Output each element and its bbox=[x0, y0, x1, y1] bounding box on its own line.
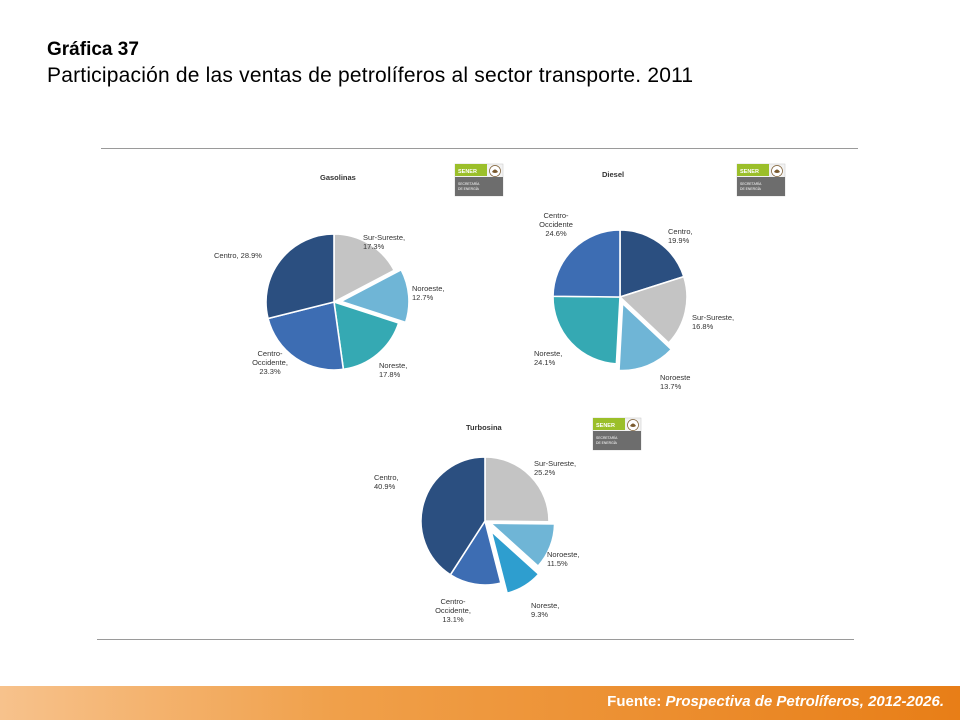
logo-brand: SENER bbox=[740, 169, 759, 175]
slice-diesel-noreste bbox=[552, 295, 621, 365]
label-turbosina-sur-sureste: Sur-Sureste, 25.2% bbox=[534, 459, 576, 477]
pie-chart-diesel: Diesel Centro, 19.9% Sur-Sureste, 16.8% Noroe… bbox=[534, 170, 734, 391]
slice-gasolinas-centro bbox=[265, 233, 335, 320]
logo-green-band bbox=[737, 164, 769, 176]
pie-chart-turbosina: Turbosina Sur-Sureste, 25.2% Noroeste, 11.5%… bbox=[374, 423, 580, 624]
logo-gray-band bbox=[737, 177, 785, 196]
label-diesel-centro-occidente: Centro-Occidente 24.6% bbox=[539, 211, 573, 238]
logo-line2: DE ENERGÍA bbox=[596, 441, 618, 445]
label-gasolinas-centro: Centro, 28.9% bbox=[214, 251, 262, 260]
label-turbosina-centro-occidente: Centro-Occidente, 13.1% bbox=[435, 597, 471, 624]
source-label: Fuente: bbox=[607, 693, 662, 710]
logo-gray-band bbox=[455, 177, 503, 196]
source-text: Prospectiva de Petrolíferos, 2012-2026. bbox=[665, 693, 944, 710]
slice-diesel-centro-occidente bbox=[552, 229, 621, 298]
slice-gasolinas-noroeste bbox=[338, 268, 410, 324]
chart-title-turbosina: Turbosina bbox=[466, 423, 503, 432]
slide-subtitle: Participación de las ventas de petrolífe… bbox=[47, 64, 694, 87]
slice-diesel-centro bbox=[619, 229, 685, 299]
label-diesel-centro: Centro, 19.9% bbox=[668, 227, 693, 245]
eagle-wing-icon bbox=[774, 169, 780, 173]
eagle-wing-icon bbox=[492, 169, 498, 173]
slice-turbosina-noreste bbox=[489, 528, 540, 595]
slice-gasolinas-noreste bbox=[333, 300, 400, 371]
label-gasolinas-sur-sureste: Sur-Sureste, 17.3% bbox=[363, 233, 405, 251]
logo-brand: SENER bbox=[458, 169, 477, 175]
label-diesel-noroeste: Noroeste 13.7% bbox=[660, 373, 690, 391]
slice-turbosina-sur-sureste bbox=[484, 456, 550, 523]
slice-gasolinas-sur-sureste bbox=[333, 233, 396, 304]
label-gasolinas-centro-occidente: Centro-Occidente, 23.3% bbox=[252, 349, 288, 376]
label-turbosina-noreste: Noreste, 9.3% bbox=[531, 601, 559, 619]
slide-title: Gráfica 37 bbox=[47, 39, 139, 60]
logo-line2: DE ENERGÍA bbox=[740, 187, 762, 191]
chart-title-gasolinas: Gasolinas bbox=[320, 173, 356, 182]
logo-green-band bbox=[455, 164, 487, 176]
logo-gray-band bbox=[593, 431, 641, 450]
label-turbosina-noroeste: Noroeste, 11.5% bbox=[547, 550, 580, 568]
footer-bar: Fuente: Prospectiva de Petrolíferos, 201… bbox=[0, 686, 960, 720]
pie-chart-gasolinas: Gasolinas Sur-Sureste, 17.3% Noroeste, 12.7%… bbox=[214, 173, 445, 379]
eagle-wing-icon bbox=[630, 423, 636, 427]
label-turbosina-centro: Centro, 40.9% bbox=[374, 473, 399, 491]
slice-gasolinas-centro-occidente bbox=[267, 301, 345, 371]
logo-green-band bbox=[593, 418, 625, 430]
label-gasolinas-noreste: Noreste, 17.8% bbox=[379, 361, 407, 379]
logo-line2: DE ENERGÍA bbox=[458, 187, 480, 191]
slice-diesel-sur-sureste bbox=[618, 275, 688, 345]
logo-line1: SECRETARÍA bbox=[596, 436, 618, 440]
source-note: Fuente: Prospectiva de Petrolíferos, 201… bbox=[607, 693, 944, 710]
slice-turbosina-noroeste bbox=[488, 522, 556, 568]
top-divider bbox=[101, 148, 858, 149]
chart-title-diesel: Diesel bbox=[602, 170, 624, 179]
logo-brand: SENER bbox=[596, 423, 615, 429]
logo-line1: SECRETARÍA bbox=[740, 182, 762, 186]
slice-diesel-noroeste bbox=[618, 301, 673, 372]
label-diesel-noreste: Noreste, 24.1% bbox=[534, 349, 562, 367]
label-diesel-sur-sureste: Sur-Sureste, 16.8% bbox=[692, 313, 734, 331]
logo-line1: SECRETARÍA bbox=[458, 182, 480, 186]
bottom-divider bbox=[97, 639, 854, 640]
slide-title-block: Gráfica 37 Participación de las ventas d… bbox=[47, 38, 693, 89]
slice-turbosina-centro bbox=[420, 456, 486, 576]
label-gasolinas-noroeste: Noroeste, 12.7% bbox=[412, 284, 445, 302]
